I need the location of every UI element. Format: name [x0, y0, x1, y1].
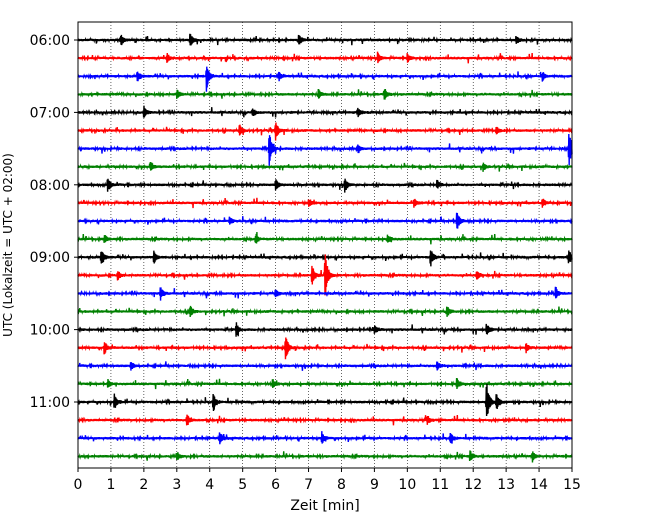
- x-axis-label: Zeit [min]: [290, 498, 359, 514]
- x-tick-label-12: 12: [464, 477, 482, 493]
- trace-1145: [77, 450, 573, 463]
- x-tick-label-5: 5: [238, 477, 247, 493]
- x-tick-label-2: 2: [139, 477, 148, 493]
- trace-1030: [77, 361, 573, 371]
- trace-0945: [77, 305, 573, 318]
- x-axis-ticks: 0 1 2 3 4 5 6 7 8 9 10 11 12 13 14 15: [74, 468, 581, 493]
- x-tick-label-13: 13: [497, 477, 515, 493]
- trace-1100: [77, 383, 573, 417]
- x-tick-label-6: 6: [271, 477, 280, 493]
- x-tick-label-9: 9: [370, 477, 379, 493]
- trace-0915: [77, 254, 573, 296]
- y-tick-label-08:00: 08:00: [30, 178, 70, 194]
- y-axis-label: UTC (Lokalzeit = UTC + 02:00): [1, 153, 15, 337]
- trace-0800: [77, 178, 573, 193]
- x-tick-label-1: 1: [106, 477, 115, 493]
- trace-0730: [77, 133, 573, 166]
- x-tick-label-11: 11: [431, 477, 449, 493]
- trace-0815: [77, 197, 573, 209]
- trace-0615: [77, 51, 573, 64]
- x-tick-label-3: 3: [172, 477, 181, 493]
- x-tick-label-0: 0: [74, 477, 83, 493]
- y-tick-label-06:00: 06:00: [30, 33, 70, 49]
- x-tick-label-10: 10: [398, 477, 416, 493]
- trace-1115: [77, 414, 573, 426]
- x-tick-label-14: 14: [530, 477, 548, 493]
- y-axis-ticks: 06:00 07:00 08:00 09:00 10:00 11:00: [30, 33, 78, 411]
- trace-1130: [77, 431, 573, 445]
- y-tick-label-11:00: 11:00: [30, 395, 70, 411]
- trace-1015: [77, 337, 573, 360]
- seismogram-traces: [77, 33, 573, 463]
- trace-0600: [77, 33, 573, 46]
- x-tick-label-8: 8: [337, 477, 346, 493]
- y-tick-label-09:00: 09:00: [30, 250, 70, 266]
- x-tick-label-7: 7: [304, 477, 313, 493]
- trace-1045: [77, 378, 573, 390]
- trace-1000: [77, 322, 573, 337]
- trace-0715: [77, 122, 573, 141]
- x-tick-label-15: 15: [563, 477, 581, 493]
- trace-0645: [77, 88, 573, 100]
- trace-0745: [77, 162, 573, 172]
- trace-0845: [77, 232, 573, 245]
- trace-0930: [77, 286, 573, 301]
- trace-0630: [77, 66, 573, 92]
- plot-frame: [77, 21, 573, 469]
- trace-0700: [77, 105, 573, 118]
- y-tick-label-10:00: 10:00: [30, 323, 70, 339]
- vertical-gridlines: [110, 22, 540, 468]
- y-tick-label-07:00: 07:00: [30, 105, 70, 121]
- trace-0830: [77, 212, 573, 229]
- x-tick-label-4: 4: [205, 477, 214, 493]
